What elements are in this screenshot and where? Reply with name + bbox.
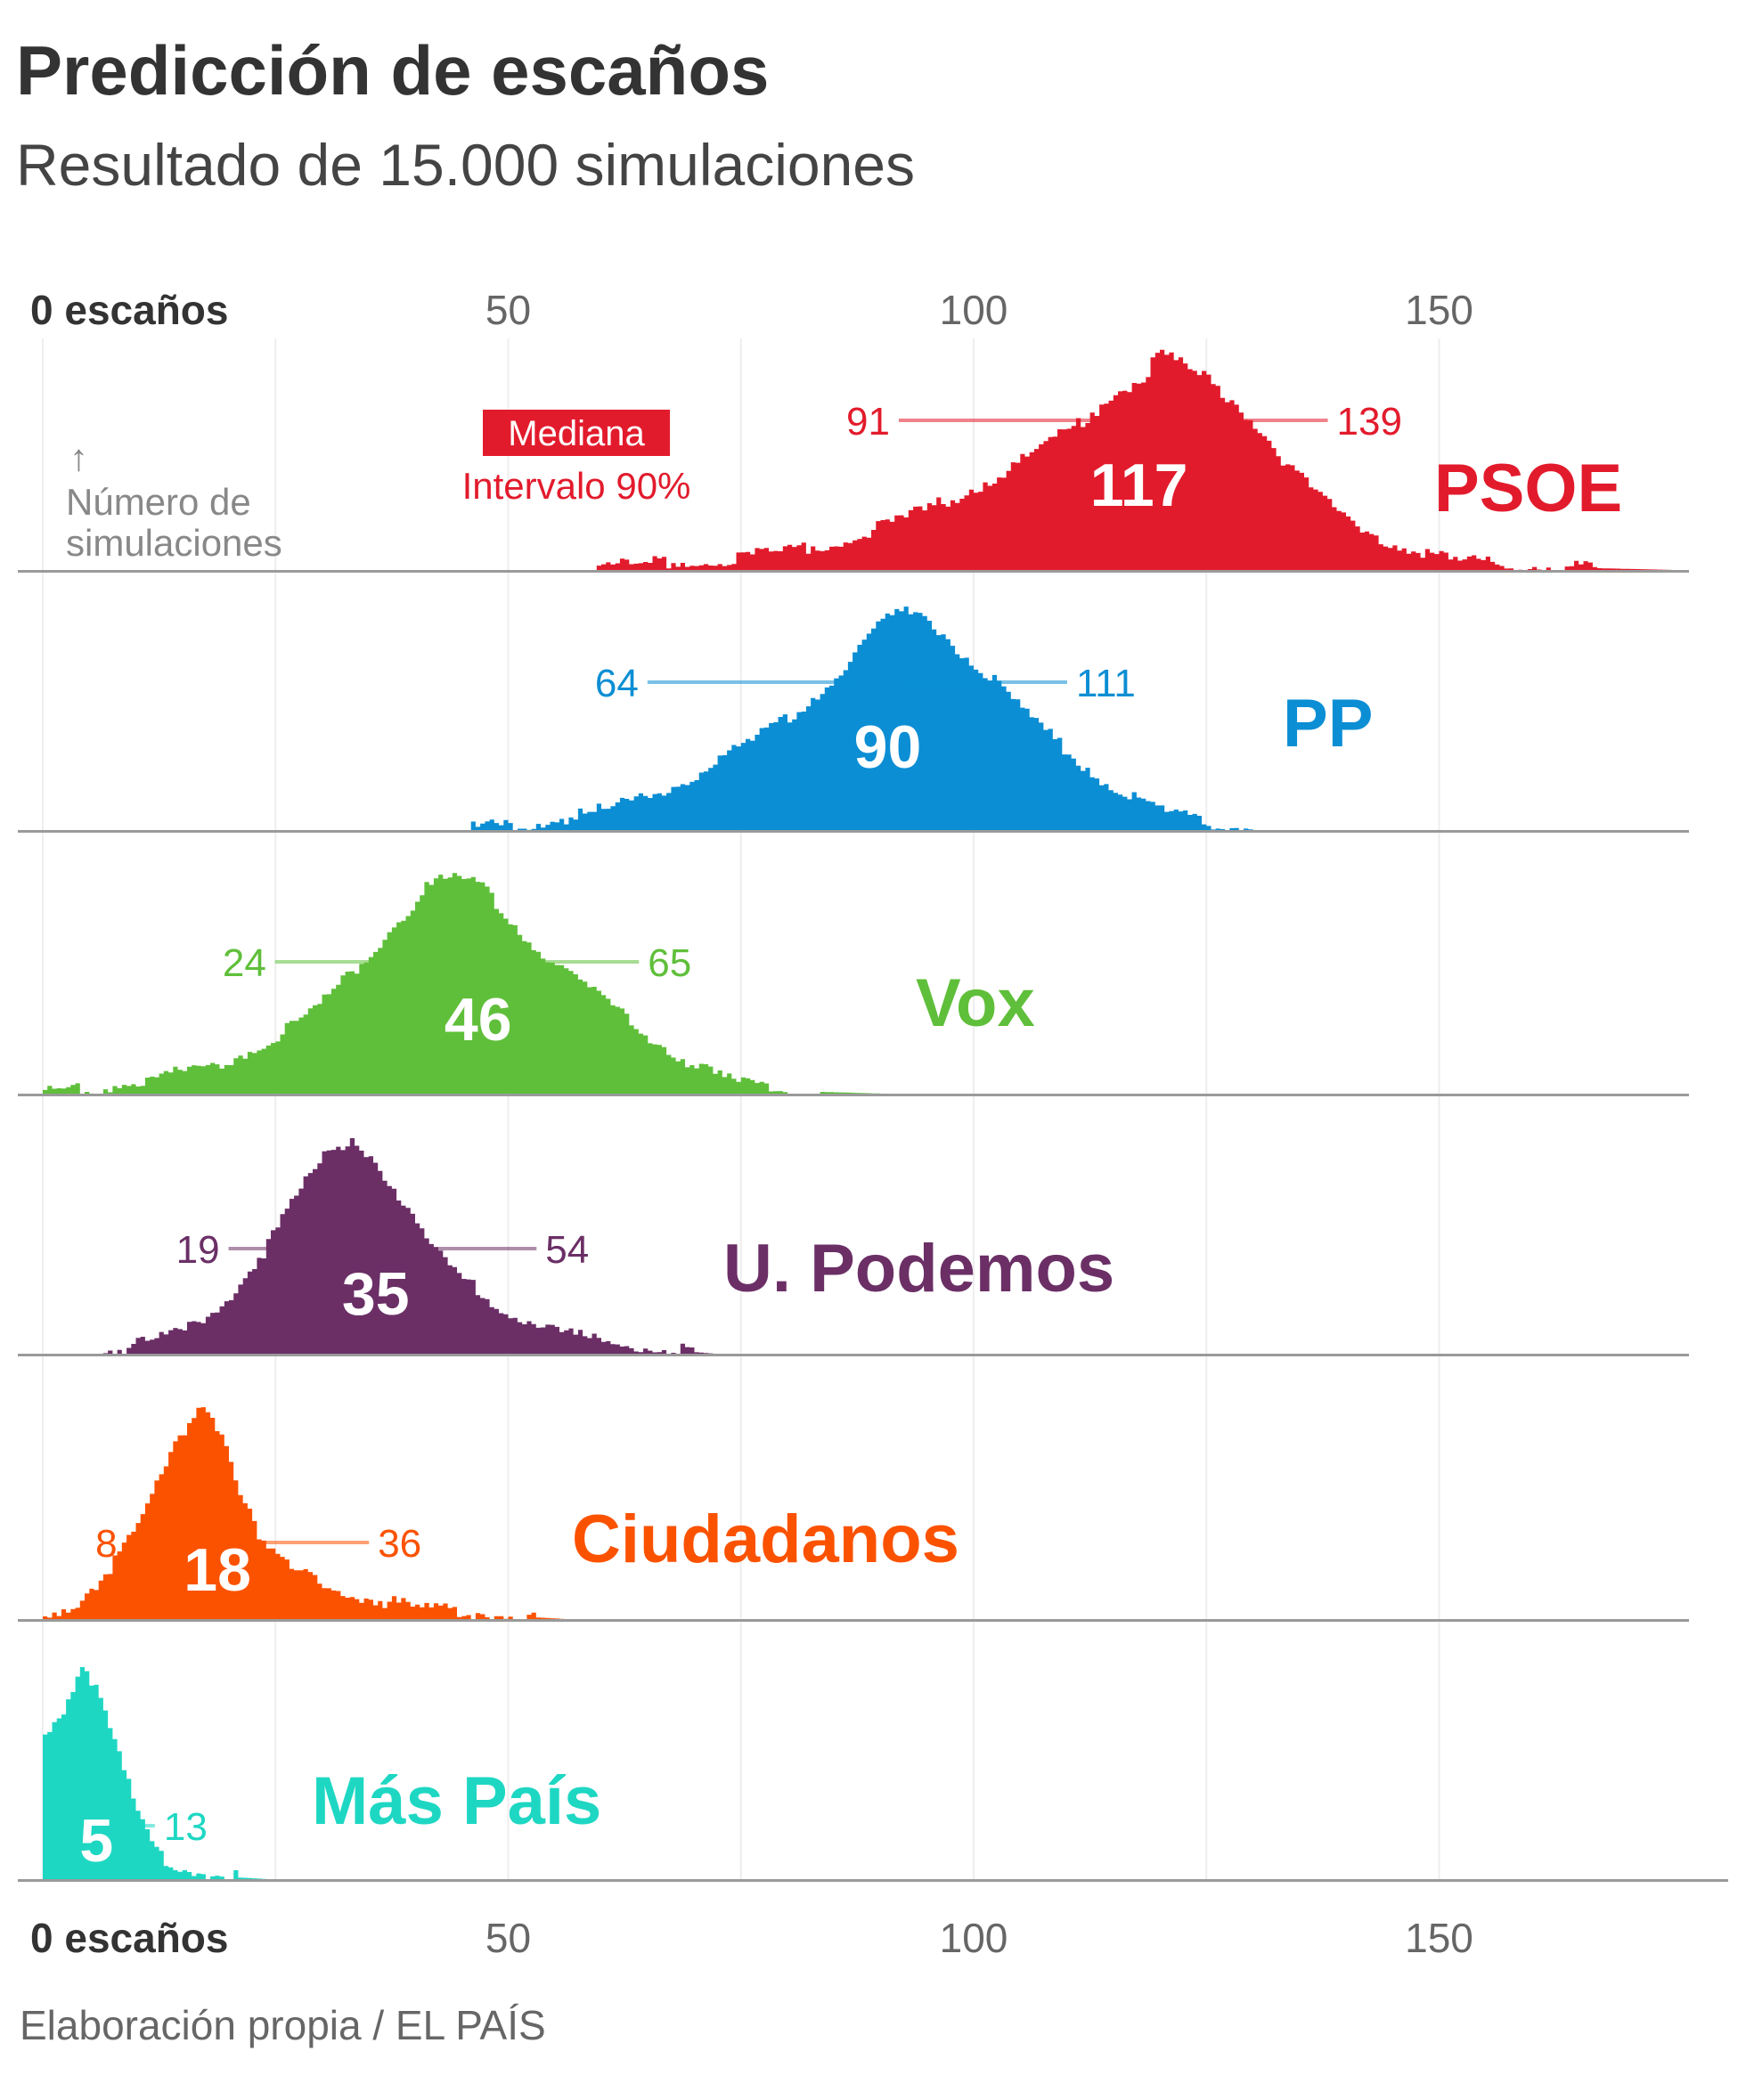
y-note-line2: simulaciones [66, 522, 282, 564]
y-note-arrow: ↑ [69, 436, 88, 478]
grid-lines [42, 338, 1440, 1879]
top-tick-label: 50 [485, 287, 531, 333]
party-row-psoe: 91 139 117 PSOE [18, 349, 1689, 573]
interval-low-label: 91 [846, 400, 890, 444]
interval-low-label: 8 [95, 1522, 117, 1566]
bottom-tick-label: 150 [1405, 1915, 1473, 1961]
party-row-ciudadanos: 8 36 18 Ciudadanos [18, 1407, 1689, 1622]
median-label: 35 [342, 1260, 410, 1328]
histogram-Más País [43, 1666, 271, 1879]
interval-high-label: 54 [545, 1228, 589, 1272]
legend: Mediana Intervalo 90% [462, 410, 691, 507]
party-name-label: PSOE [1434, 451, 1622, 526]
interval-low-label: 24 [223, 941, 266, 985]
party-name-label: Más País [312, 1763, 601, 1839]
party-row-pp: 64 111 90 PP [18, 606, 1689, 833]
chart-subtitle: Resultado de 15.000 simulaciones [16, 132, 915, 198]
median-label: 46 [445, 986, 512, 1054]
top-tick-label: 100 [940, 287, 1008, 333]
party-name-label: U. Podemos [723, 1231, 1114, 1306]
party-name-label: Ciudadanos [572, 1502, 959, 1577]
party-name-label: Vox [916, 965, 1035, 1041]
top-axis: 0 escaños 50 100 150 [30, 287, 1473, 333]
bottom-axis: 0 escaños 50 100 150 [30, 1915, 1473, 1961]
y-note-line1: Número de [66, 481, 251, 523]
interval-low-label: 19 [176, 1228, 220, 1272]
bottom-tick-label: 50 [485, 1915, 531, 1961]
histogram-PSOE [564, 349, 1677, 570]
axis-zero-label-top: 0 escaños [30, 287, 228, 333]
axis-zero-label-bottom: 0 escaños [30, 1915, 228, 1961]
median-label: 5 [79, 1807, 113, 1875]
source-credit: Elaboración propia / EL PAÍS [20, 2002, 546, 2048]
party-name-label: PP [1283, 686, 1373, 761]
median-label: 117 [1090, 452, 1188, 519]
bottom-tick-label: 100 [940, 1915, 1008, 1961]
histogram-Vox [43, 873, 885, 1094]
histogram-U. Podemos [89, 1138, 718, 1354]
chart-title: Predicción de escaños [16, 31, 769, 110]
interval-low-label: 64 [595, 662, 639, 705]
top-tick-label: 150 [1405, 287, 1473, 333]
interval-high-label: 139 [1337, 400, 1402, 444]
interval-high-label: 13 [164, 1805, 208, 1849]
legend-interval-label: Intervalo 90% [462, 465, 691, 507]
median-label: 90 [854, 713, 922, 781]
median-label: 18 [184, 1536, 251, 1604]
interval-high-label: 65 [648, 941, 691, 985]
interval-high-label: 36 [378, 1522, 421, 1566]
legend-median-label: Mediana [508, 414, 645, 453]
party-row-vox: 24 65 46 Vox [18, 873, 1689, 1096]
y-axis-note: ↑ Número de simulaciones [66, 436, 282, 564]
histogram-Ciudadanos [43, 1407, 569, 1619]
party-rows: 91 139 117 PSOE 64 111 90 PP 24 65 46 Vox 19 54 35 U. P… [18, 349, 1728, 1882]
legend-median-box [483, 410, 670, 456]
interval-high-label: 111 [1076, 662, 1136, 705]
party-row-m-s-pa-s: 13 5 Más País [18, 1666, 1728, 1882]
party-row-u-podemos: 19 54 35 U. Podemos [18, 1138, 1689, 1356]
histogram-PP [470, 606, 1258, 830]
